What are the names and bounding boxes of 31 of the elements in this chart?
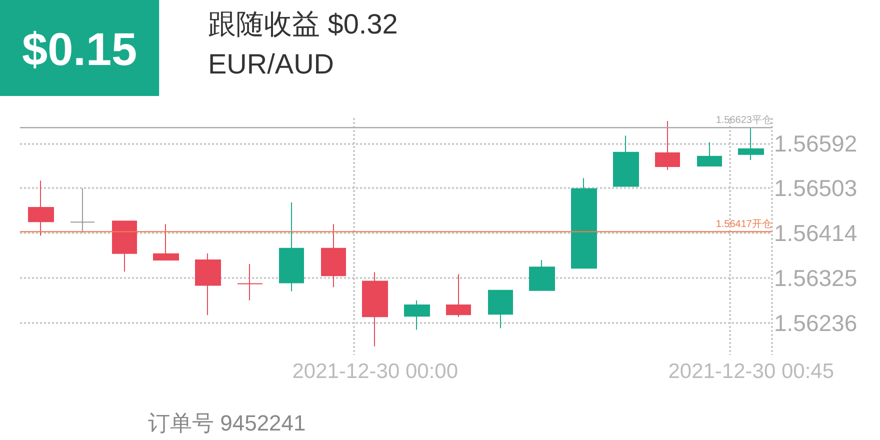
candlestick [112,220,137,272]
candlestick [529,260,555,291]
y-tick-label: 1.56414 [774,220,858,246]
candlestick [655,120,680,171]
chart-subtitle: 跟随收益 $0.32 [208,8,398,40]
candlestick [70,188,95,234]
chart-title: $0.15 [22,23,138,75]
ref-line-label: 1.56623平仓 [716,114,772,126]
candlestick [237,264,263,301]
candlestick [153,224,179,260]
x-tick-label: 2021-12-30 00:45 [668,360,834,383]
ref-line-label: 1.56417开仓 [716,218,772,230]
text: 订单号 9452241 [148,410,306,436]
candlestick [362,272,388,347]
y-tick-label: 1.56503 [774,175,858,202]
y-tick-label: 1.56325 [774,265,858,292]
x-tick-label: 2021-12-30 00:00 [292,360,458,383]
candlestick [446,274,471,318]
y-tick-label: 1.56236 [774,310,858,336]
candlestick [279,202,304,292]
y-tick-label: 1.56592 [774,130,858,156]
candlestick [195,252,221,316]
candlestick [738,128,764,160]
candlestick [613,135,639,187]
candlestick [404,300,430,330]
candlestick [488,290,513,329]
candlestick [28,180,54,236]
candlestick [321,224,346,288]
candlestick [571,178,597,269]
candlestick [697,142,722,167]
text: EUR/AUD [208,48,334,80]
